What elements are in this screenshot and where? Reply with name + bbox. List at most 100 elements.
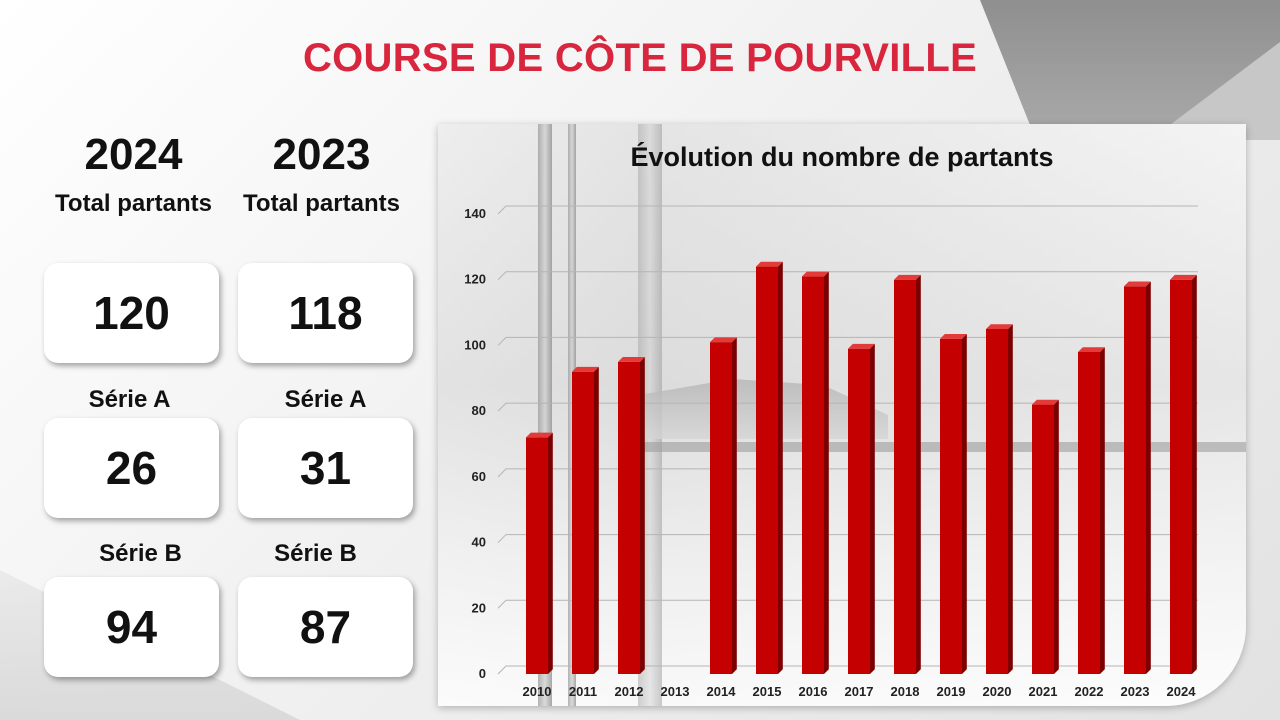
x-tick-label: 2022 xyxy=(1075,684,1104,699)
bar-2023 xyxy=(1124,286,1146,674)
x-tick-label: 2018 xyxy=(891,684,920,699)
bar-side-2015 xyxy=(778,261,783,674)
x-tick-label: 2020 xyxy=(983,684,1012,699)
bar-2019 xyxy=(940,338,962,674)
x-tick-label: 2023 xyxy=(1121,684,1150,699)
y-tick-label: 100 xyxy=(464,337,486,352)
total-2023-card: 118 xyxy=(238,263,413,363)
bar-2022 xyxy=(1078,352,1100,674)
x-tick-label: 2019 xyxy=(937,684,966,699)
x-tick-label: 2015 xyxy=(753,684,782,699)
serie-b-2023-value: 87 xyxy=(299,601,352,653)
serie-a-2023-value: 31 xyxy=(299,442,352,494)
bar-2011 xyxy=(572,371,594,674)
y-tick-label: 20 xyxy=(472,600,486,615)
bar-side-2022 xyxy=(1100,347,1105,674)
bar-2018 xyxy=(894,279,916,674)
bar-top-2023 xyxy=(1124,281,1151,287)
total-partants-label-2024: Total partants xyxy=(46,188,221,220)
gridline xyxy=(497,271,1198,281)
bar-top-2020 xyxy=(986,324,1013,329)
y-tick-label: 0 xyxy=(479,666,486,681)
bar-top-2018 xyxy=(894,274,921,280)
bar-2010 xyxy=(526,437,548,674)
bar-top-2024 xyxy=(1170,274,1197,280)
bar-side-2012 xyxy=(640,357,645,674)
serie-a-2023-card: 31 xyxy=(238,418,413,518)
bar-side-2010 xyxy=(548,432,553,674)
bar-top-2022 xyxy=(1078,347,1105,352)
serie-b-2023-card: 87 xyxy=(238,577,413,677)
total-2024-value: 120 xyxy=(93,287,170,339)
bar-side-2023 xyxy=(1146,281,1151,674)
gridline xyxy=(497,665,1198,675)
total-partants-label-text: Total partants xyxy=(243,190,400,217)
serie-b-label-2023: Série B xyxy=(274,540,357,567)
bars xyxy=(526,261,1197,674)
bar-top-2014 xyxy=(710,337,737,343)
total-2024-card: 120 xyxy=(44,263,219,363)
x-axis-ticks: 2010 2011 2012 2013 2014 2015 2016 2017 2018 2019… xyxy=(523,684,1197,699)
bar-2017 xyxy=(848,348,870,674)
serie-a-2024-value: 26 xyxy=(105,442,158,494)
page-title: COURSE DE CÔTE DE POURVILLE xyxy=(302,36,978,80)
bar-top-2016 xyxy=(802,271,829,277)
bar-2015 xyxy=(756,266,778,674)
total-partants-label-2023: Total partants xyxy=(234,188,409,220)
serie-b-2024-card: 94 xyxy=(44,577,219,677)
y-tick-label: 60 xyxy=(472,469,486,484)
x-tick-label: 2021 xyxy=(1029,684,1058,699)
total-partants-label-text: Total partants xyxy=(55,190,212,217)
bar-side-2016 xyxy=(824,271,829,674)
bar-2012 xyxy=(618,361,640,674)
bar-side-2014 xyxy=(732,337,737,674)
bar-2021 xyxy=(1032,404,1054,674)
serie-b-2024-value: 94 xyxy=(105,601,158,653)
total-2023-value: 118 xyxy=(288,287,363,339)
y-tick-label: 40 xyxy=(472,535,486,550)
bar-2014 xyxy=(710,342,732,674)
bar-top-2010 xyxy=(526,432,553,438)
serie-a-label-2024: Série A xyxy=(88,386,171,413)
bar-side-2018 xyxy=(916,274,921,674)
bar-2020 xyxy=(986,329,1008,674)
bar-side-2011 xyxy=(594,366,599,674)
bar-top-2021 xyxy=(1032,399,1059,405)
gridline xyxy=(497,468,1198,478)
gridline xyxy=(497,336,1198,346)
serie-a-label-2023: Série A xyxy=(284,386,367,413)
y-tick-label: 80 xyxy=(472,403,486,418)
year-2023-heading: 2023 xyxy=(272,130,371,179)
gridline xyxy=(497,205,1198,215)
chart-panel: Évolution du nombre de partants 0 20 40 60 8… xyxy=(438,124,1246,706)
gridline xyxy=(497,599,1198,609)
serie-b-label-2024: Série B xyxy=(99,540,182,567)
x-tick-label: 2013 xyxy=(661,684,690,699)
bar-side-2017 xyxy=(870,343,875,674)
bar-side-2020 xyxy=(1008,324,1013,674)
background-photo-shore xyxy=(628,442,1246,452)
bar-top-2019 xyxy=(940,334,967,339)
x-tick-label: 2012 xyxy=(615,684,644,699)
x-tick-label: 2016 xyxy=(799,684,828,699)
bar-top-2012 xyxy=(618,357,645,362)
bar-2016 xyxy=(802,276,824,674)
bar-top-2015 xyxy=(756,261,783,267)
y-axis-ticks: 0 20 40 60 80 100 120 140 xyxy=(464,206,486,681)
chart-title: Évolution du nombre de partants xyxy=(630,142,1054,172)
gridlines xyxy=(497,205,1198,675)
bar-top-2011 xyxy=(572,366,599,372)
gridline xyxy=(497,534,1198,543)
bar-2024 xyxy=(1170,279,1192,674)
bar-side-2019 xyxy=(962,334,967,674)
bar-top-2017 xyxy=(848,343,875,349)
x-tick-label: 2024 xyxy=(1167,684,1197,699)
x-tick-label: 2011 xyxy=(569,684,597,699)
year-2024-heading: 2024 xyxy=(84,130,183,179)
bar-side-2024 xyxy=(1192,274,1197,674)
x-tick-label: 2010 xyxy=(523,684,552,699)
serie-a-2024-card: 26 xyxy=(44,418,219,518)
x-tick-label: 2017 xyxy=(845,684,874,699)
gridline xyxy=(497,402,1198,412)
y-tick-label: 140 xyxy=(464,206,486,221)
